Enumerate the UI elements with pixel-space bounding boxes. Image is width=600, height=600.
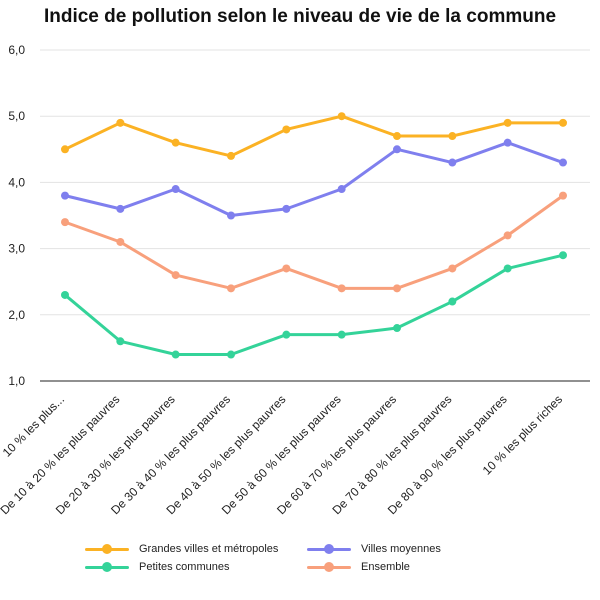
data-point [337, 185, 346, 194]
data-point [448, 264, 457, 273]
data-point [559, 118, 567, 127]
data-point [448, 158, 457, 167]
series-line [63, 114, 565, 158]
data-point [61, 218, 69, 227]
series-line [63, 253, 565, 357]
y-tick-label: 2,0 [8, 308, 25, 322]
data-point [171, 138, 180, 147]
data-point [337, 112, 346, 121]
data-point [116, 118, 125, 127]
series-layer [61, 112, 567, 359]
legend-item[interactable]: Grandes villes et métropoles [85, 540, 278, 558]
legend-label: Ensemble [361, 561, 410, 573]
data-point [448, 297, 457, 306]
data-point [503, 138, 512, 147]
x-axis: 10 % les plus...De 10 à 20 % les plus pa… [0, 392, 565, 517]
data-point [337, 330, 346, 339]
data-point [503, 118, 512, 127]
legend-swatch [307, 540, 351, 558]
legend-label: Villes moyennes [361, 543, 441, 555]
legend-label: Grandes villes et métropoles [139, 543, 279, 555]
y-axis: 1,0 2,0 3,0 4,0 5,0 6,0 [8, 43, 25, 388]
data-point [393, 145, 401, 154]
y-tick-label: 5,0 [8, 109, 25, 123]
y-tick-label: 3,0 [8, 242, 25, 256]
data-point [116, 204, 125, 213]
data-point [393, 132, 401, 141]
x-tick-label: De 40 à 50 % les plus pauvres [163, 392, 288, 517]
y-tick-label: 6,0 [8, 43, 25, 57]
legend-swatch [85, 558, 129, 576]
data-point [61, 191, 69, 200]
x-tick-label: De 80 à 90 % les plus pauvres [385, 392, 510, 517]
series-1 [61, 138, 567, 220]
data-point [393, 284, 401, 293]
x-tick-label: De 20 à 30 % les plus pauvres [53, 392, 178, 517]
legend-item[interactable]: Petites communes [85, 558, 229, 576]
data-point [282, 204, 291, 213]
grid-lines [40, 49, 590, 382]
legend-swatch [85, 540, 129, 558]
data-point [393, 324, 401, 333]
data-point [559, 251, 567, 260]
series-3 [61, 251, 567, 359]
data-point [171, 185, 180, 194]
data-point [61, 145, 69, 154]
y-tick-label: 4,0 [8, 175, 25, 189]
chart-title: Indice de pollution selon le niveau de v… [43, 6, 557, 27]
data-point [227, 350, 235, 359]
series-line [63, 194, 565, 290]
data-point [61, 290, 69, 299]
x-tick-label: De 50 à 60 % les plus pauvres [219, 392, 344, 517]
x-tick-label: De 60 à 70 % les plus pauvres [274, 392, 399, 517]
data-point [337, 284, 346, 293]
data-point [171, 350, 180, 359]
legend-swatch [307, 558, 351, 576]
series-line [63, 141, 565, 217]
data-point [282, 264, 291, 273]
x-tick-label: De 30 à 40 % les plus pauvres [108, 392, 233, 517]
y-tick-label: 1,0 [8, 374, 25, 388]
data-point [559, 158, 567, 167]
data-point [503, 264, 512, 273]
data-point [282, 330, 291, 339]
data-point [227, 211, 235, 220]
data-point [116, 337, 125, 346]
data-point [559, 191, 567, 200]
data-point [448, 132, 457, 141]
data-point [227, 284, 235, 293]
x-tick-label: De 70 à 80 % les plus pauvres [329, 392, 454, 517]
data-point [503, 231, 512, 240]
data-point [171, 271, 180, 280]
series-2 [61, 191, 567, 293]
data-point [227, 151, 235, 160]
legend-label: Petites communes [139, 561, 230, 573]
data-point [282, 125, 291, 134]
series-0 [61, 112, 567, 160]
legend-item[interactable]: Ensemble [307, 558, 410, 576]
data-point [116, 237, 125, 246]
legend-item[interactable]: Villes moyennes [307, 540, 441, 558]
